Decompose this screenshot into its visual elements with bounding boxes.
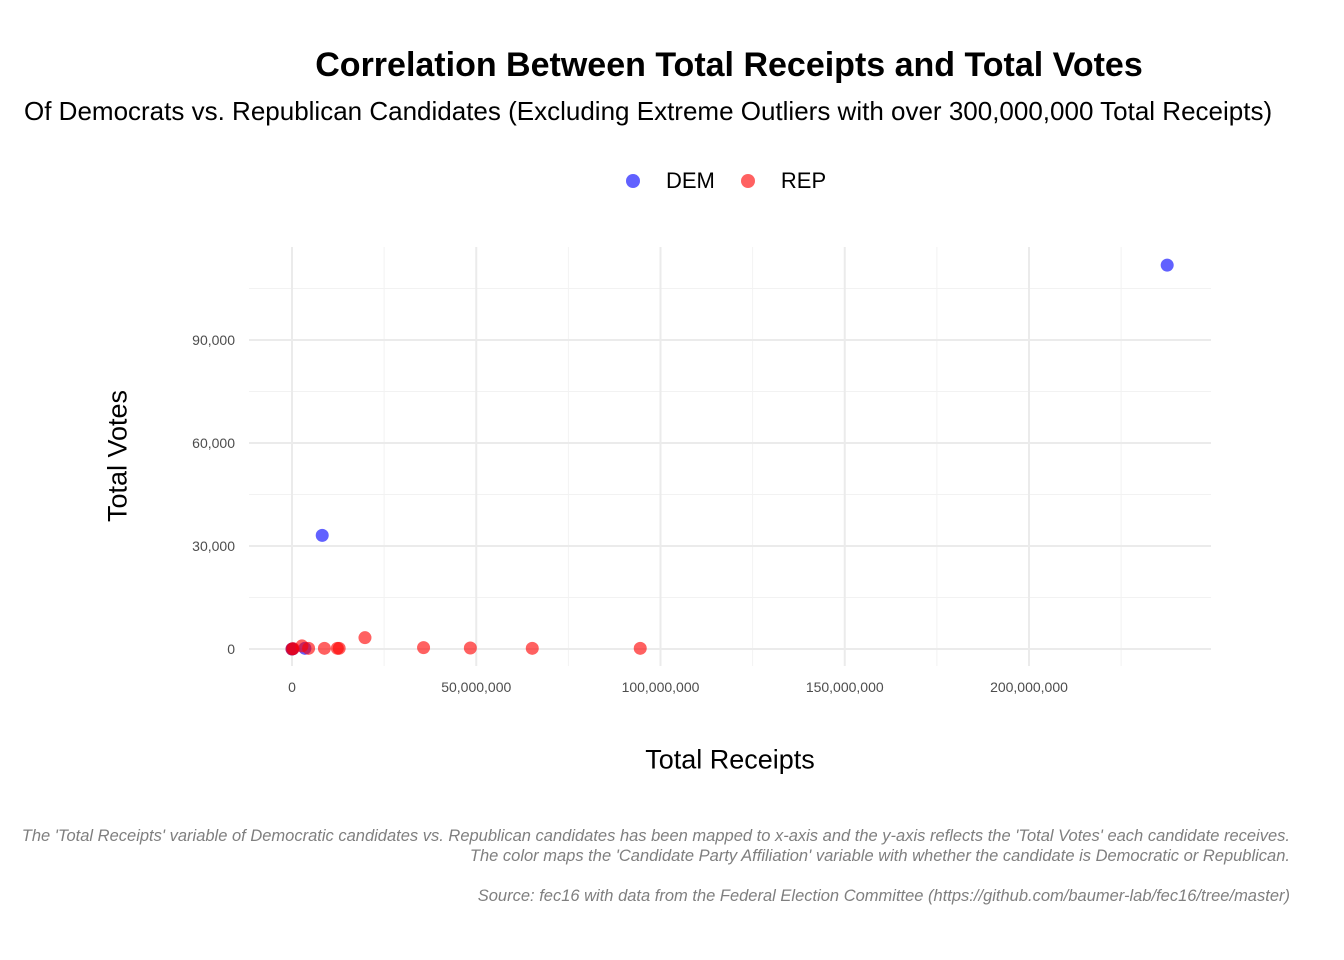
major-gridlines [249, 247, 1211, 666]
x-tick-label: 50,000,000 [441, 679, 511, 695]
y-tick-label: 0 [227, 641, 235, 657]
x-axis-label: Total Receipts [645, 744, 815, 775]
y-axis-label: Total Votes [102, 389, 133, 523]
point-rep [463, 641, 477, 655]
caption-line-1: The 'Total Receipts' variable of Democra… [21, 827, 1290, 845]
legend: DEM REP [626, 166, 852, 196]
legend-label-rep: REP [780, 168, 827, 193]
y-tick-label: 30,000 [192, 538, 235, 554]
point-rep [633, 641, 647, 655]
data-points [285, 258, 1174, 656]
x-tick-label: 200,000,000 [990, 679, 1068, 695]
point-rep [317, 641, 331, 655]
point-dem [1160, 258, 1174, 272]
x-tick-label: 100,000,000 [622, 679, 700, 695]
caption-line-2: The color maps the 'Candidate Party Affi… [469, 847, 1290, 865]
point-rep [417, 641, 431, 655]
legend-marker-dem [626, 174, 640, 188]
legend-item-dem: DEM [626, 168, 715, 194]
y-tick-label: 90,000 [192, 332, 235, 348]
x-tick-label: 0 [288, 679, 296, 695]
chart-title: Correlation Between Total Receipts and T… [315, 46, 1143, 84]
point-dem [315, 528, 329, 542]
y-tick-labels: 0 30,000 60,000 90,000 [192, 332, 235, 657]
y-tick-label: 60,000 [192, 435, 235, 451]
minor-gridlines [249, 247, 1211, 666]
point-rep [302, 641, 316, 655]
x-tick-label: 150,000,000 [806, 679, 884, 695]
legend-label-dem: DEM [666, 168, 715, 193]
point-rep [525, 641, 539, 655]
point-rep [332, 641, 346, 655]
legend-item-rep: REP [740, 168, 827, 194]
caption: The 'Total Receipts' variable of Democra… [0, 826, 1290, 906]
legend-marker-rep [740, 174, 755, 188]
x-tick-labels: 0 50,000,000 100,000,000 150,000,000 200,000… [288, 679, 1068, 695]
caption-source: Source: fec16 with data from the Federal… [477, 887, 1290, 905]
chart-subtitle: Of Democrats vs. Republican Candidates (… [24, 96, 1273, 126]
point-rep [358, 631, 372, 645]
